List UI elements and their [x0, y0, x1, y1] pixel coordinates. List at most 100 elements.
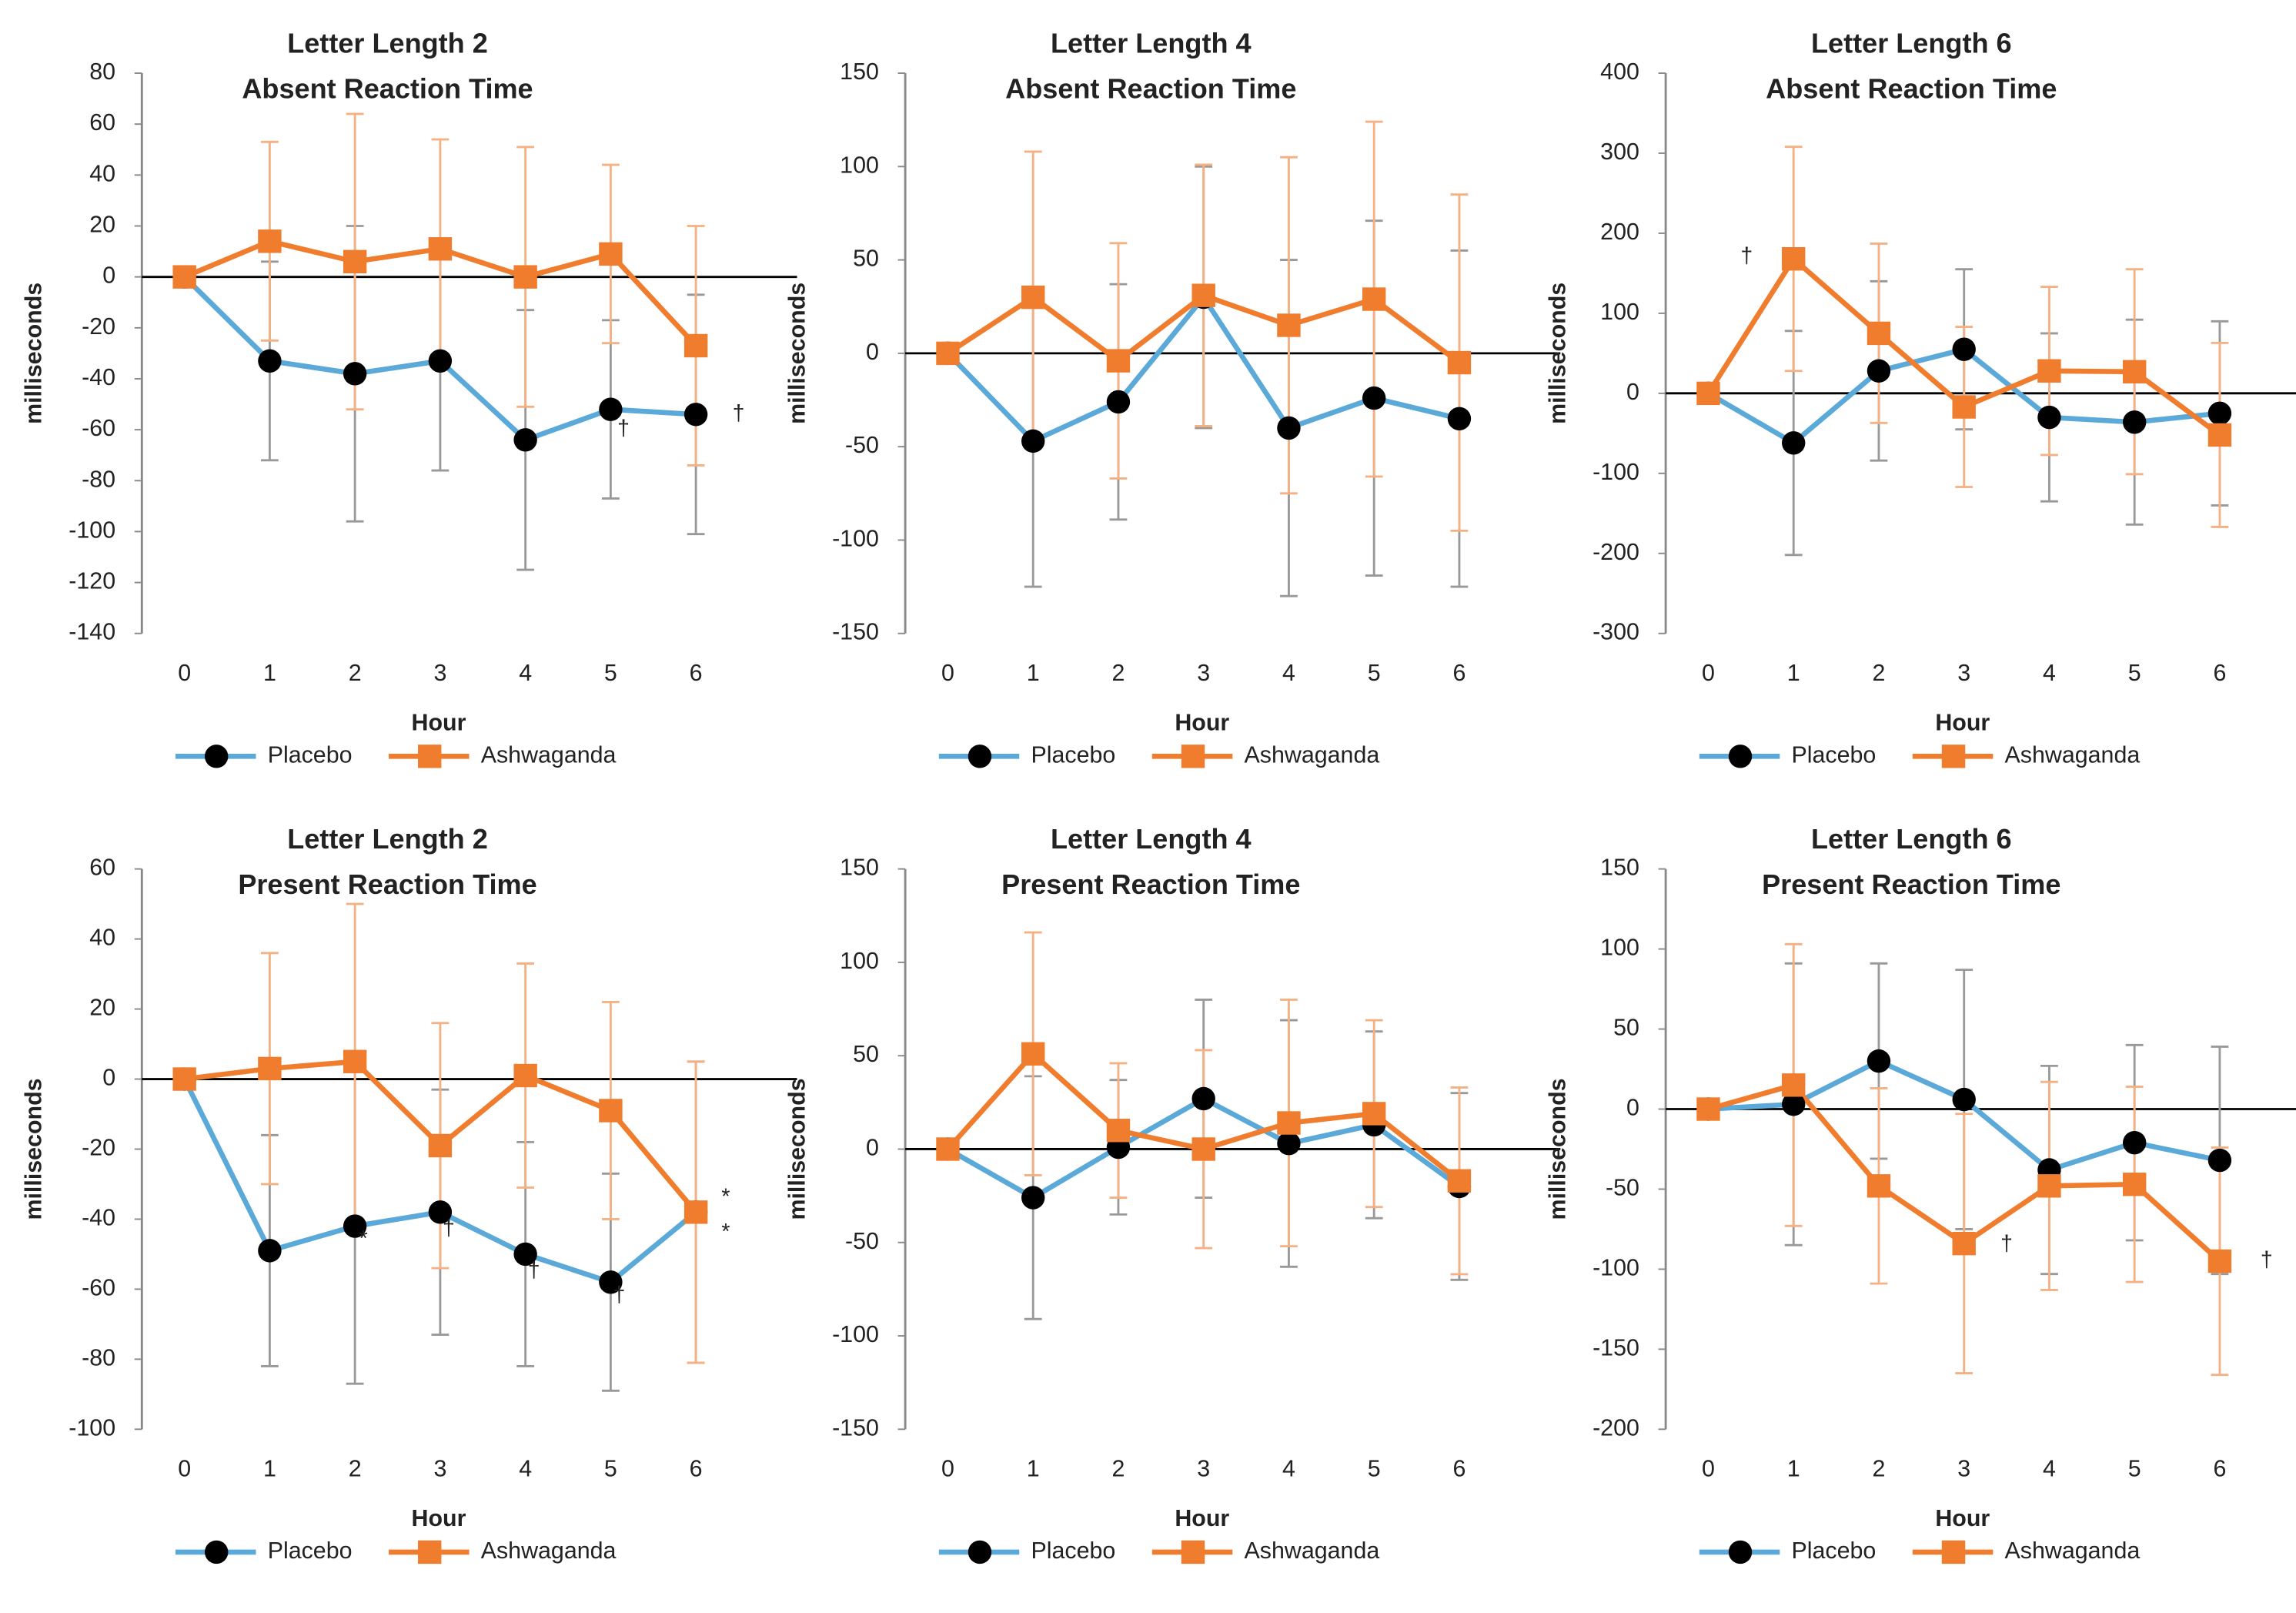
marker	[1021, 429, 1045, 453]
marker	[2037, 1174, 2061, 1198]
y-tick-label: -50	[845, 1228, 879, 1254]
marker	[2122, 410, 2147, 434]
x-tick-label: 1	[263, 1456, 276, 1482]
y-tick-label: -40	[82, 1204, 115, 1230]
x-tick-label: 5	[604, 660, 617, 686]
x-tick-label: 0	[941, 660, 954, 686]
legend-label: Placebo	[1031, 1538, 1116, 1564]
y-tick-label: -150	[1592, 1334, 1639, 1360]
marker	[1447, 1169, 1472, 1193]
chart-title: Letter Length 4	[1051, 27, 1252, 59]
marker	[1447, 407, 1472, 430]
y-tick-label: 20	[89, 212, 115, 238]
y-tick-label: 200	[1600, 219, 1639, 245]
marker	[1782, 1073, 1806, 1097]
y-tick-label: 100	[840, 152, 879, 178]
marker	[343, 362, 367, 386]
y-tick-label: -150	[832, 1414, 879, 1441]
annotation: *	[359, 1226, 368, 1251]
y-tick-label: 150	[840, 855, 879, 881]
marker	[2207, 1249, 2232, 1273]
marker	[1696, 381, 1720, 406]
marker	[343, 1214, 367, 1238]
marker	[2037, 359, 2061, 383]
marker	[172, 1067, 196, 1091]
legend-label: Placebo	[268, 741, 353, 768]
x-tick-label: 4	[2043, 660, 2056, 686]
x-tick-label: 3	[433, 660, 446, 686]
marker	[172, 265, 196, 289]
y-tick-label: -200	[1592, 539, 1639, 565]
legend-marker	[1181, 1540, 1205, 1564]
x-tick-label: 5	[2128, 1456, 2141, 1482]
marker	[1867, 359, 1891, 383]
y-tick-label: 0	[102, 263, 115, 289]
marker	[1952, 395, 1976, 419]
y-tick-label: 0	[866, 1135, 879, 1161]
marker	[1362, 386, 1386, 410]
legend-marker	[1181, 745, 1205, 768]
y-tick-label: -80	[82, 1344, 115, 1370]
annotation: *	[721, 1220, 730, 1244]
x-tick-label: 2	[349, 660, 362, 686]
legend-label: Placebo	[1031, 741, 1116, 768]
marker	[1952, 1087, 1976, 1112]
x-tick-label: 2	[1873, 660, 1886, 686]
y-axis-label: milliseconds	[1544, 1078, 1570, 1220]
legend-label: Ashwaganda	[2005, 741, 2141, 768]
legend-marker	[1941, 1540, 1966, 1564]
chart-subtitle: Present Reaction Time	[238, 868, 536, 900]
y-tick-label: 60	[89, 109, 115, 136]
x-tick-label: 2	[1112, 660, 1125, 686]
y-tick-label: 0	[1626, 379, 1639, 405]
legend-marker	[968, 745, 992, 768]
marker	[1021, 285, 1045, 310]
y-tick-label: -50	[1606, 1174, 1639, 1200]
legend-marker	[205, 1540, 229, 1564]
marker	[599, 1099, 623, 1123]
chart-title: Letter Length 2	[287, 27, 488, 59]
marker	[1021, 1042, 1045, 1066]
marker	[1191, 1137, 1215, 1161]
y-tick-label: 40	[89, 160, 115, 186]
x-tick-label: 2	[1873, 1456, 1886, 1482]
y-tick-label: -60	[82, 415, 115, 441]
y-axis-label: milliseconds	[21, 283, 47, 424]
legend-label: Ashwaganda	[481, 1538, 617, 1564]
marker	[1191, 283, 1215, 307]
legend-label: Ashwaganda	[1245, 1538, 1380, 1564]
x-tick-label: 1	[1787, 660, 1800, 686]
y-tick-label: -100	[69, 1414, 115, 1441]
marker	[1362, 1102, 1386, 1126]
x-tick-label: 5	[2128, 660, 2141, 686]
y-tick-label: 60	[89, 855, 115, 881]
marker	[599, 397, 623, 421]
x-axis-label: Hour	[412, 710, 466, 736]
legend-label: Placebo	[1792, 1538, 1877, 1564]
marker	[513, 1063, 537, 1088]
marker	[1696, 1097, 1720, 1121]
y-tick-label: 400	[1600, 59, 1639, 85]
y-tick-label: 150	[840, 59, 879, 85]
y-tick-label: 100	[840, 948, 879, 974]
legend-marker	[1728, 745, 1753, 768]
marker	[1782, 431, 1806, 455]
x-tick-label: 3	[1957, 660, 1970, 686]
marker	[2207, 1148, 2232, 1173]
x-tick-label: 4	[519, 1456, 532, 1482]
x-tick-label: 1	[1787, 1456, 1800, 1482]
x-tick-label: 0	[1702, 660, 1715, 686]
marker	[343, 249, 367, 274]
x-tick-label: 3	[1957, 1456, 1970, 1482]
marker	[683, 333, 708, 358]
marker	[1952, 337, 1976, 361]
marker	[513, 1242, 537, 1267]
marker	[428, 1133, 453, 1158]
x-axis-label: Hour	[412, 1505, 466, 1531]
marker	[2037, 405, 2061, 430]
legend-marker	[205, 745, 229, 768]
y-tick-label: -80	[82, 466, 115, 492]
marker	[343, 1049, 367, 1073]
y-tick-label: -50	[845, 432, 879, 458]
y-axis-label: milliseconds	[784, 1078, 810, 1220]
